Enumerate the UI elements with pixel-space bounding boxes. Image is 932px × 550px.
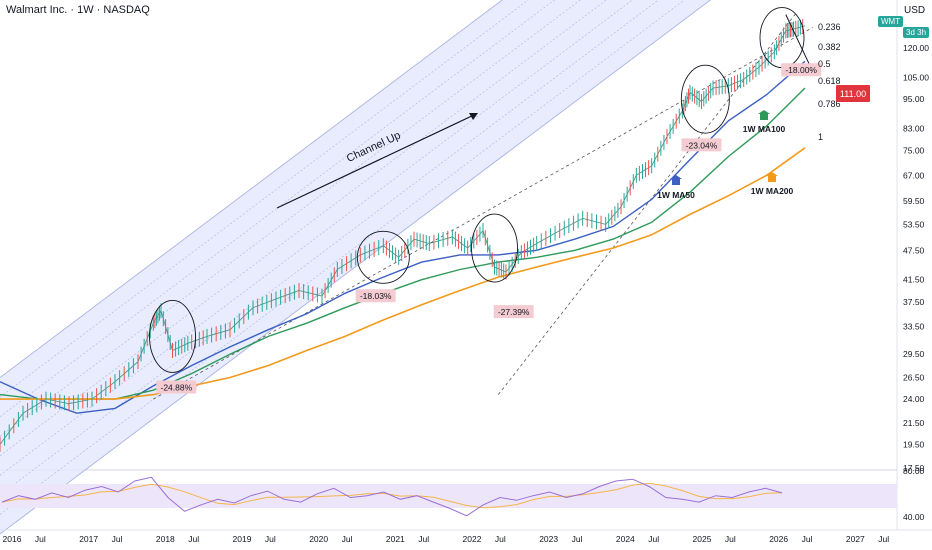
drawdown-label: -23.04%	[686, 140, 718, 150]
price-tick-label: 47.50	[903, 245, 925, 255]
price-tick-label: 29.50	[903, 349, 925, 359]
ma100-series-line[interactable]	[0, 87, 806, 400]
time-tick-label: 2017	[79, 534, 98, 544]
time-tick-label: Jul	[265, 534, 276, 544]
price-tick-label: 33.50	[903, 321, 925, 331]
target-price-badge	[836, 85, 870, 102]
channel-line-0	[0, 0, 503, 378]
fib-level-label: 0.618	[818, 76, 841, 86]
price-tick-label: 53.50	[903, 219, 925, 229]
time-tick-label: Jul	[342, 534, 353, 544]
countdown-badge: 3d 3h	[903, 27, 930, 38]
rsi-tick-label: 40.00	[903, 512, 925, 522]
drawdown-circle-2	[471, 213, 518, 283]
price-tick-label: 17.50	[903, 463, 925, 473]
drawdown-circle-3	[680, 64, 730, 134]
drawdown-box	[156, 380, 197, 394]
time-tick-label: Jul	[495, 534, 506, 544]
fib-level-label: 0.382	[818, 42, 841, 52]
time-tick-label: Jul	[418, 534, 429, 544]
price-tick-label: 83.00	[903, 124, 925, 134]
rsi-tick-label: 80.00	[903, 466, 925, 476]
channel-line-7	[0, 0, 685, 515]
time-tick-label: Jul	[112, 534, 123, 544]
channel-up-arrow	[276, 113, 477, 209]
ma-arrow	[766, 172, 778, 182]
channel-line-3	[0, 0, 581, 437]
ma-label: 1W MA100	[743, 124, 786, 134]
ma-arrow	[670, 175, 682, 185]
time-tick-label: Jul	[648, 534, 659, 544]
channel-line-8	[0, 0, 712, 535]
price-tick-label: 19.50	[903, 439, 925, 449]
drawdown-label: -18.00%	[785, 65, 817, 75]
rsi-band	[0, 484, 897, 508]
price-tick-label: 75.00	[903, 146, 925, 156]
channel-line-4	[0, 0, 607, 457]
fib-level-label: 0.5	[818, 59, 831, 69]
drawdown-label: -18.03%	[360, 291, 392, 301]
time-tick-label: 2021	[386, 534, 405, 544]
price-tick-label: 59.50	[903, 196, 925, 206]
fib-level-label: 0.786	[818, 99, 841, 109]
time-tick-label: 2025	[693, 534, 712, 544]
time-tick-label: Jul	[572, 534, 583, 544]
price-tick-label: 41.50	[903, 275, 925, 285]
fib-level-label: 1	[818, 132, 823, 142]
channel-line-6	[0, 0, 659, 496]
price-tick-label: 24.00	[903, 394, 925, 404]
drawdown-circle-0	[149, 299, 196, 373]
price-tick-label: 21.50	[903, 418, 925, 428]
channel-line-5	[0, 0, 633, 476]
drawdown-label: -27.39%	[498, 307, 530, 317]
time-tick-label: 2022	[463, 534, 482, 544]
currency-label[interactable]: USD	[904, 5, 926, 16]
channel-line-1	[0, 0, 529, 398]
time-tick-label: 2020	[309, 534, 328, 544]
time-tick-label: 2016	[3, 534, 22, 544]
price-axis[interactable]	[897, 0, 932, 550]
time-tick-label: Jul	[725, 534, 736, 544]
drawdown-label: -24.88%	[160, 383, 192, 393]
drawdown-box	[493, 305, 534, 319]
channel-line-2	[0, 0, 555, 417]
price-tick-label: 105.00	[903, 72, 929, 82]
rsi-ma-line	[1, 482, 783, 509]
fib-level-label: 0.236	[818, 22, 841, 32]
time-tick-label: 2023	[539, 534, 558, 544]
drawdown-box	[781, 63, 822, 77]
fib-dashed-line-1	[153, 27, 813, 400]
time-tick-label: 2018	[156, 534, 175, 544]
rsi-line[interactable]	[1, 476, 783, 517]
ma-label: 1W MA200	[751, 186, 794, 196]
time-tick-label: Jul	[802, 534, 813, 544]
drawdown-circle-1	[356, 230, 410, 284]
fib-dashed-line-0	[498, 11, 798, 395]
drawdown-box	[355, 289, 396, 303]
time-tick-label: 2027	[846, 534, 865, 544]
price-tick-label: 26.50	[903, 373, 925, 383]
target-arrow	[785, 14, 810, 64]
target-price-label: 111.00	[840, 89, 866, 99]
time-tick-label: Jul	[878, 534, 889, 544]
price-tick-label: 37.50	[903, 297, 925, 307]
time-tick-label: 2024	[616, 534, 635, 544]
time-tick-label: Jul	[35, 534, 46, 544]
ma200-series-line[interactable]	[0, 147, 806, 400]
price-tick-label: 95.00	[903, 94, 925, 104]
time-tick-label: Jul	[188, 534, 199, 544]
price-tick-label: 67.00	[903, 170, 925, 180]
time-tick-label: 2026	[769, 534, 788, 544]
ma-arrow	[758, 110, 770, 120]
time-tick-label: 2019	[233, 534, 252, 544]
ma-label: 1W MA50	[657, 190, 695, 200]
channel-up-arrowhead	[469, 113, 478, 120]
drawdown-box	[681, 138, 722, 152]
ticker-badge: WMT	[878, 16, 904, 27]
symbol-title[interactable]: Walmart Inc. · 1W · NASDAQ	[6, 4, 150, 16]
price-tick-label: 120.00	[903, 43, 929, 53]
